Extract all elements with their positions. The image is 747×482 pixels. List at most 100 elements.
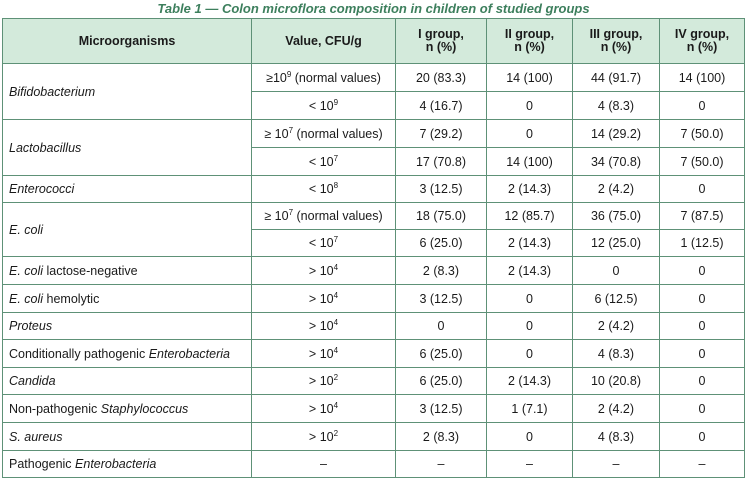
group-4-cell: 0 bbox=[659, 284, 745, 313]
group-4-cell: 0 bbox=[659, 91, 745, 120]
table-caption: Table 1 — Colon microflora composition i… bbox=[157, 1, 590, 16]
header-group-3: III group, n (%) bbox=[572, 18, 660, 64]
group-1-cell: 3 (12.5) bbox=[395, 284, 487, 313]
group-4-cell: 0 bbox=[659, 339, 745, 368]
value-cell: > 102 bbox=[251, 367, 396, 395]
group-3-cell: 12 (25.0) bbox=[572, 229, 660, 257]
group-4-cell: 7 (50.0) bbox=[659, 147, 745, 176]
value-cell: ≥ 107 (normal values) bbox=[251, 202, 396, 230]
group-1-cell: 18 (75.0) bbox=[395, 202, 487, 230]
organism-name: Lactobacillus bbox=[2, 119, 252, 176]
header-row: Microorganisms Value, CFU/g I group, n (%… bbox=[2, 18, 745, 64]
group-1-cell: 17 (70.8) bbox=[395, 147, 487, 176]
group-3-cell: – bbox=[572, 450, 660, 478]
group-4-cell: 7 (50.0) bbox=[659, 119, 745, 148]
table-row: Candida > 102 6 (25.0) 2 (14.3) 10 (20.8… bbox=[2, 367, 745, 395]
group-1-cell: 6 (25.0) bbox=[395, 229, 487, 257]
value-cell: > 104 bbox=[251, 394, 396, 423]
group-2-cell: 0 bbox=[486, 339, 573, 368]
group-3-cell: 36 (75.0) bbox=[572, 202, 660, 230]
group-2-cell: 0 bbox=[486, 312, 573, 340]
group-4-cell: 0 bbox=[659, 422, 745, 451]
group-2-cell: 2 (14.3) bbox=[486, 256, 573, 285]
value-cell: > 104 bbox=[251, 312, 396, 340]
table-row: < 107 6 (25.0) 2 (14.3) 12 (25.0) 1 (12.… bbox=[3, 229, 745, 257]
group-4-cell: 1 (12.5) bbox=[659, 229, 745, 257]
group-1-cell: 3 (12.5) bbox=[395, 175, 487, 203]
organism-name: Enterococci bbox=[2, 175, 252, 203]
group-1-cell: 2 (8.3) bbox=[395, 256, 487, 285]
group-2-cell: 2 (14.3) bbox=[486, 175, 573, 203]
value-cell: > 102 bbox=[251, 422, 396, 451]
organism-name: E. coli hemolytic bbox=[2, 284, 252, 313]
value-cell: > 104 bbox=[251, 339, 396, 368]
group-1-cell: 2 (8.3) bbox=[395, 422, 487, 451]
group-2-cell: 2 (14.3) bbox=[486, 229, 573, 257]
group-4-cell: – bbox=[659, 450, 745, 478]
group-1-cell: 20 (83.3) bbox=[395, 63, 487, 92]
value-cell: – bbox=[251, 450, 396, 478]
group-2-cell: 14 (100) bbox=[486, 63, 573, 92]
microflora-table: Microorganisms Value, CFU/g I group, n (%… bbox=[2, 18, 745, 478]
group-3-cell: 4 (8.3) bbox=[572, 339, 660, 368]
group-2-cell: 0 bbox=[486, 422, 573, 451]
group-3-cell: 2 (4.2) bbox=[572, 175, 660, 203]
group-4-cell: 0 bbox=[659, 367, 745, 395]
table-row: Lactobacillus ≥ 107 (normal values) 7 (2… bbox=[2, 119, 745, 176]
group-2-cell: 0 bbox=[486, 284, 573, 313]
value-cell: > 104 bbox=[251, 256, 396, 285]
organism-name: Candida bbox=[2, 367, 252, 395]
group-3-cell: 34 (70.8) bbox=[572, 147, 660, 176]
group-2-cell: 12 (85.7) bbox=[486, 202, 573, 230]
group-3-cell: 14 (29.2) bbox=[572, 119, 660, 148]
header-group-1: I group, n (%) bbox=[395, 18, 487, 64]
table-row: E. coli ≥ 107 (normal values) 18 (75.0) … bbox=[2, 202, 745, 257]
table-row: E. coli lactose-negative > 104 2 (8.3) 2… bbox=[2, 256, 745, 285]
group-2-cell: 2 (14.3) bbox=[486, 367, 573, 395]
group-3-cell: 10 (20.8) bbox=[572, 367, 660, 395]
group-3-cell: 2 (4.2) bbox=[572, 394, 660, 423]
group-4-cell: 0 bbox=[659, 394, 745, 423]
group-3-cell: 2 (4.2) bbox=[572, 312, 660, 340]
group-1-cell: 3 (12.5) bbox=[395, 394, 487, 423]
header-value: Value, CFU/g bbox=[251, 18, 396, 64]
group-3-cell: 44 (91.7) bbox=[572, 63, 660, 92]
value-cell: < 108 bbox=[251, 175, 396, 203]
organism-name: Proteus bbox=[2, 312, 252, 340]
table-row: Pathogenic Enterobacteria – – – – – bbox=[2, 450, 745, 478]
group-4-cell: 0 bbox=[659, 175, 745, 203]
table-row: S. aureus > 102 2 (8.3) 0 4 (8.3) 0 bbox=[2, 422, 745, 451]
table-row: Non-pathogenic Staphylococcus > 104 3 (1… bbox=[2, 394, 745, 423]
organism-name: E. coli bbox=[2, 202, 252, 257]
group-1-cell: 7 (29.2) bbox=[395, 119, 487, 148]
table-row: < 109 4 (16.7) 0 4 (8.3) 0 bbox=[3, 91, 745, 120]
group-3-cell: 4 (8.3) bbox=[572, 422, 660, 451]
group-1-cell: 6 (25.0) bbox=[395, 339, 487, 368]
group-2-cell: 1 (7.1) bbox=[486, 394, 573, 423]
group-4-cell: 0 bbox=[659, 256, 745, 285]
table-row: Proteus > 104 0 0 2 (4.2) 0 bbox=[2, 312, 745, 340]
value-cell: ≥109 (normal values) bbox=[251, 63, 396, 92]
group-2-cell: 0 bbox=[486, 119, 573, 148]
group-2-cell: 14 (100) bbox=[486, 147, 573, 176]
group-2-cell: – bbox=[486, 450, 573, 478]
group-1-cell: – bbox=[395, 450, 487, 478]
value-cell: < 107 bbox=[251, 147, 396, 176]
header-microorganisms: Microorganisms bbox=[2, 18, 252, 64]
table-row: Enterococci < 108 3 (12.5) 2 (14.3) 2 (4… bbox=[2, 175, 745, 203]
group-3-cell: 4 (8.3) bbox=[572, 91, 660, 120]
group-3-cell: 6 (12.5) bbox=[572, 284, 660, 313]
organism-name: Bifidobacterium bbox=[2, 63, 252, 120]
group-4-cell: 7 (87.5) bbox=[659, 202, 745, 230]
table-row: E. coli hemolytic > 104 3 (12.5) 0 6 (12… bbox=[2, 284, 745, 313]
group-3-cell: 0 bbox=[572, 256, 660, 285]
group-1-cell: 0 bbox=[395, 312, 487, 340]
organism-name: Pathogenic Enterobacteria bbox=[2, 450, 252, 478]
group-1-cell: 4 (16.7) bbox=[395, 91, 487, 120]
group-1-cell: 6 (25.0) bbox=[395, 367, 487, 395]
organism-name: E. coli lactose-negative bbox=[2, 256, 252, 285]
organism-name: Conditionally pathogenic Enterobacteria bbox=[2, 339, 252, 368]
group-4-cell: 0 bbox=[659, 312, 745, 340]
organism-name: S. aureus bbox=[2, 422, 252, 451]
value-cell: ≥ 107 (normal values) bbox=[251, 119, 396, 148]
